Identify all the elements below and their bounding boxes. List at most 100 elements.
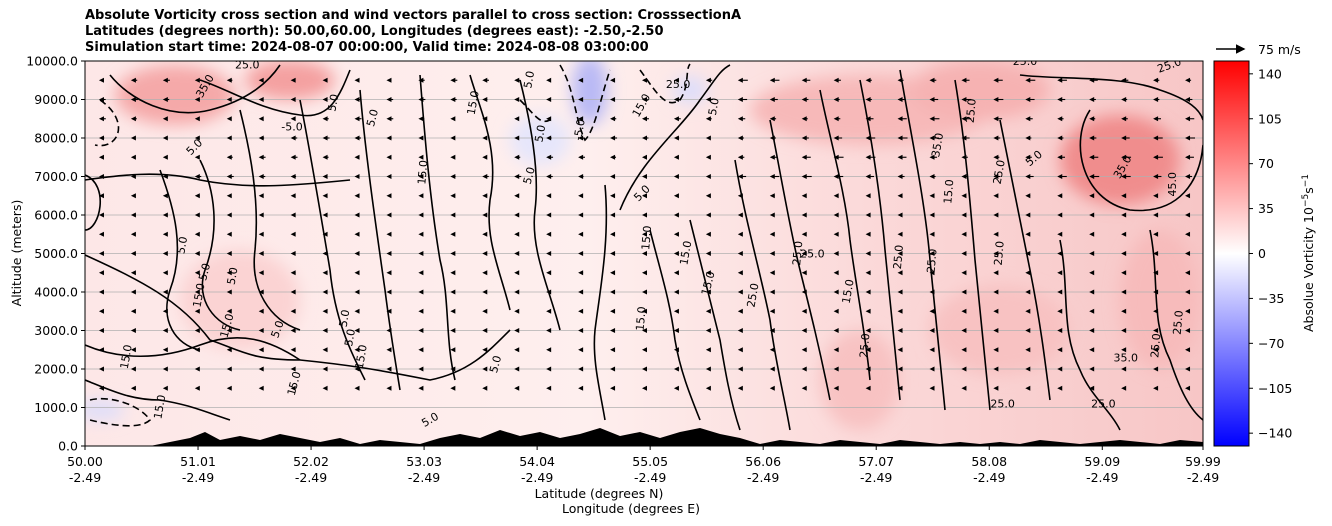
- wind-vector: [194, 135, 200, 141]
- wind-vector: [1089, 385, 1095, 391]
- contour-line: [299, 99, 366, 381]
- wind-vector: [514, 174, 522, 179]
- contour-label: 45.0: [1166, 172, 1179, 197]
- wind-vector: [354, 270, 360, 276]
- chart-title-line-2: Latitudes (degrees north): 50.00,60.00, …: [85, 24, 664, 39]
- wind-vector: [258, 347, 264, 353]
- y-tick-label: 6000.0: [34, 208, 78, 223]
- wind-vector: [194, 251, 200, 256]
- wind-vector: [322, 193, 328, 199]
- wind-vector: [865, 135, 876, 141]
- wind-vector: [929, 97, 939, 102]
- wind-vector: [929, 308, 935, 314]
- wind-vector: [514, 193, 520, 199]
- wind-vector: [578, 212, 584, 218]
- wind-vector: [418, 289, 424, 295]
- wind-vector: [1025, 231, 1031, 237]
- wind-vector: [642, 97, 648, 102]
- wind-vector: [546, 135, 552, 141]
- wind-vector: [514, 308, 520, 314]
- wind-vector: [1153, 212, 1159, 218]
- wind-vector: [354, 154, 360, 160]
- contour-line: [359, 89, 401, 391]
- wind-vector: [865, 251, 871, 256]
- wind-vector: [929, 212, 935, 218]
- contour-label: -5.0: [824, 51, 845, 64]
- wind-vector: [737, 347, 743, 353]
- wind-vector: [514, 251, 520, 256]
- wind-vector: [993, 193, 999, 199]
- wind-vector: [929, 174, 936, 179]
- x-tick-label-longitude: -2.49: [1086, 470, 1118, 485]
- wind-vector: [482, 308, 488, 314]
- wind-vector: [450, 231, 456, 237]
- x-axis-ticks: 50.00-2.4951.01-2.4952.02-2.4953.03-2.49…: [67, 446, 1221, 485]
- x-tick-label-latitude: 56.06: [745, 454, 781, 469]
- wind-vector: [833, 174, 844, 179]
- wind-vector: [386, 212, 392, 218]
- wind-vector: [1025, 135, 1032, 141]
- wind-vector: [833, 308, 839, 314]
- wind-vector: [450, 347, 456, 353]
- contour-line: [1019, 74, 1203, 121]
- wind-vector: [673, 231, 679, 237]
- wind-vector: [865, 289, 871, 295]
- wind-vector: [130, 385, 136, 391]
- wind-vector: [258, 174, 266, 179]
- wind-vector: [130, 366, 136, 372]
- y-tick-label: 2000.0: [34, 362, 78, 377]
- contour-label: 15.0: [218, 312, 237, 339]
- wind-vector: [194, 270, 200, 276]
- wind-vector: [833, 251, 839, 256]
- wind-vector: [1185, 154, 1194, 160]
- colorbar-ticks: 140 105 70 35 0 −35 −70 −105 −140: [1249, 66, 1292, 441]
- wind-vector: [546, 77, 552, 83]
- wind-vector: [226, 77, 233, 83]
- wind-vector: [290, 328, 296, 333]
- wind-vector: [610, 212, 616, 218]
- contour-label: 25.0: [1013, 55, 1038, 68]
- wind-vector: [290, 231, 296, 237]
- wind-vector: [322, 97, 328, 102]
- quiver-key: 75 m/s: [1216, 42, 1301, 57]
- wind-vector: [258, 231, 264, 237]
- wind-vector: [226, 251, 232, 256]
- wind-vector: [546, 231, 552, 237]
- wind-vector: [705, 251, 711, 256]
- wind-vector: [322, 154, 329, 160]
- wind-vector: [418, 328, 424, 333]
- wind-vector: [897, 97, 905, 102]
- wind-vector: [1185, 193, 1191, 199]
- wind-vector: [769, 77, 780, 83]
- wind-vector: [418, 385, 424, 391]
- wind-vector: [929, 116, 940, 122]
- wind-vector: [482, 231, 488, 237]
- wind-vector: [993, 116, 1003, 122]
- wind-vector: [769, 308, 775, 314]
- wind-vector: [450, 154, 456, 160]
- wind-vector: [1121, 289, 1127, 295]
- wind-vector: [610, 135, 618, 141]
- wind-vector: [673, 347, 679, 353]
- wind-vector: [1057, 366, 1063, 372]
- y-tick-label: 1000.0: [34, 400, 78, 415]
- wind-vector: [354, 212, 360, 218]
- wind-vector: [705, 193, 711, 199]
- contour-label: 15.0: [840, 278, 857, 304]
- contour-line: [239, 109, 301, 331]
- wind-vector: [1185, 347, 1191, 353]
- wind-vector: [737, 193, 743, 199]
- wind-vector: [130, 116, 137, 122]
- wind-vector: [98, 347, 104, 353]
- wind-vector: [546, 193, 552, 199]
- wind-vector: [130, 193, 136, 199]
- wind-vector: [1185, 135, 1196, 141]
- contour-dashed: [89, 397, 152, 427]
- contour-label: 15.0: [941, 179, 956, 205]
- wind-vector: [1057, 212, 1063, 218]
- wind-vector: [290, 193, 296, 199]
- wind-vector: [993, 212, 999, 218]
- wind-vector: [98, 231, 104, 237]
- chart-title-line-3: Simulation start time: 2024-08-07 00:00:…: [85, 40, 649, 55]
- wind-vector: [801, 174, 812, 179]
